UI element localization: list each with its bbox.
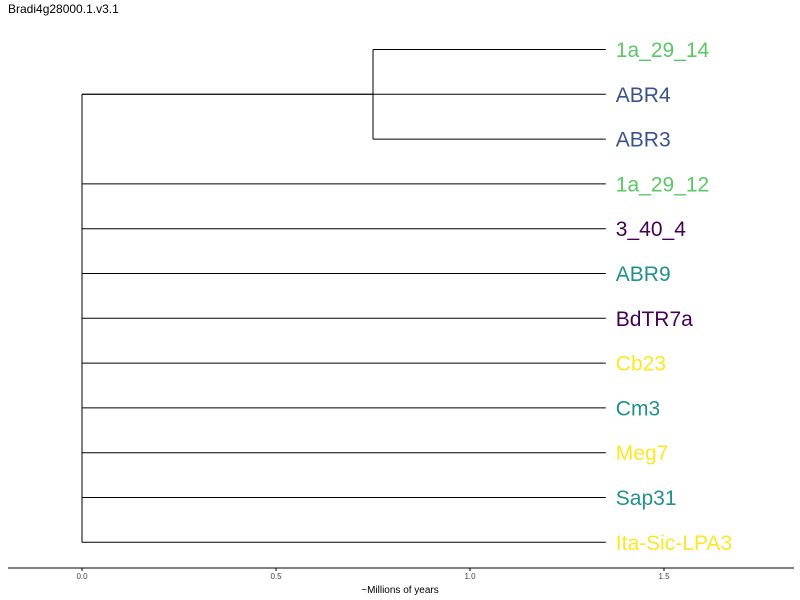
axis-tick-label: 0.5 xyxy=(270,572,282,581)
tree-title: Bradi4g28000.1.v3.1 xyxy=(8,2,119,16)
leaf-labels: 1a_29_14 ABR4 ABR3 1a_29_12 3_40_4 ABR9 BdTR7a… xyxy=(616,39,732,555)
leaf-label: ABR4 xyxy=(616,84,671,107)
leaf-label: 1a_29_14 xyxy=(616,39,710,62)
axis-tick-label: 1.5 xyxy=(658,572,670,581)
axis-tick-label: 1.0 xyxy=(464,572,476,581)
leaf-label: 3_40_4 xyxy=(616,218,686,241)
leaf-label: Meg7 xyxy=(616,442,669,465)
leaf-label: ABR9 xyxy=(616,263,671,286)
time-axis: 0.0 0.5 1.0 1.5 ~Millions of years xyxy=(8,567,794,596)
axis-ticks: 0.0 0.5 1.0 1.5 xyxy=(76,568,670,581)
axis-tick-label: 0.0 xyxy=(76,572,88,581)
leaf-label: BdTR7a xyxy=(616,308,693,331)
tree-branches xyxy=(81,49,606,543)
leaf-label: 1a_29_12 xyxy=(616,173,709,196)
leaf-label: Ita-Sic-LPA3 xyxy=(616,532,732,555)
leaf-label: Cm3 xyxy=(616,397,660,420)
leaf-label: Cb23 xyxy=(616,353,666,376)
leaf-label: ABR3 xyxy=(616,129,671,152)
leaf-label: Sap31 xyxy=(616,487,677,510)
axis-label: ~Millions of years xyxy=(361,585,439,596)
